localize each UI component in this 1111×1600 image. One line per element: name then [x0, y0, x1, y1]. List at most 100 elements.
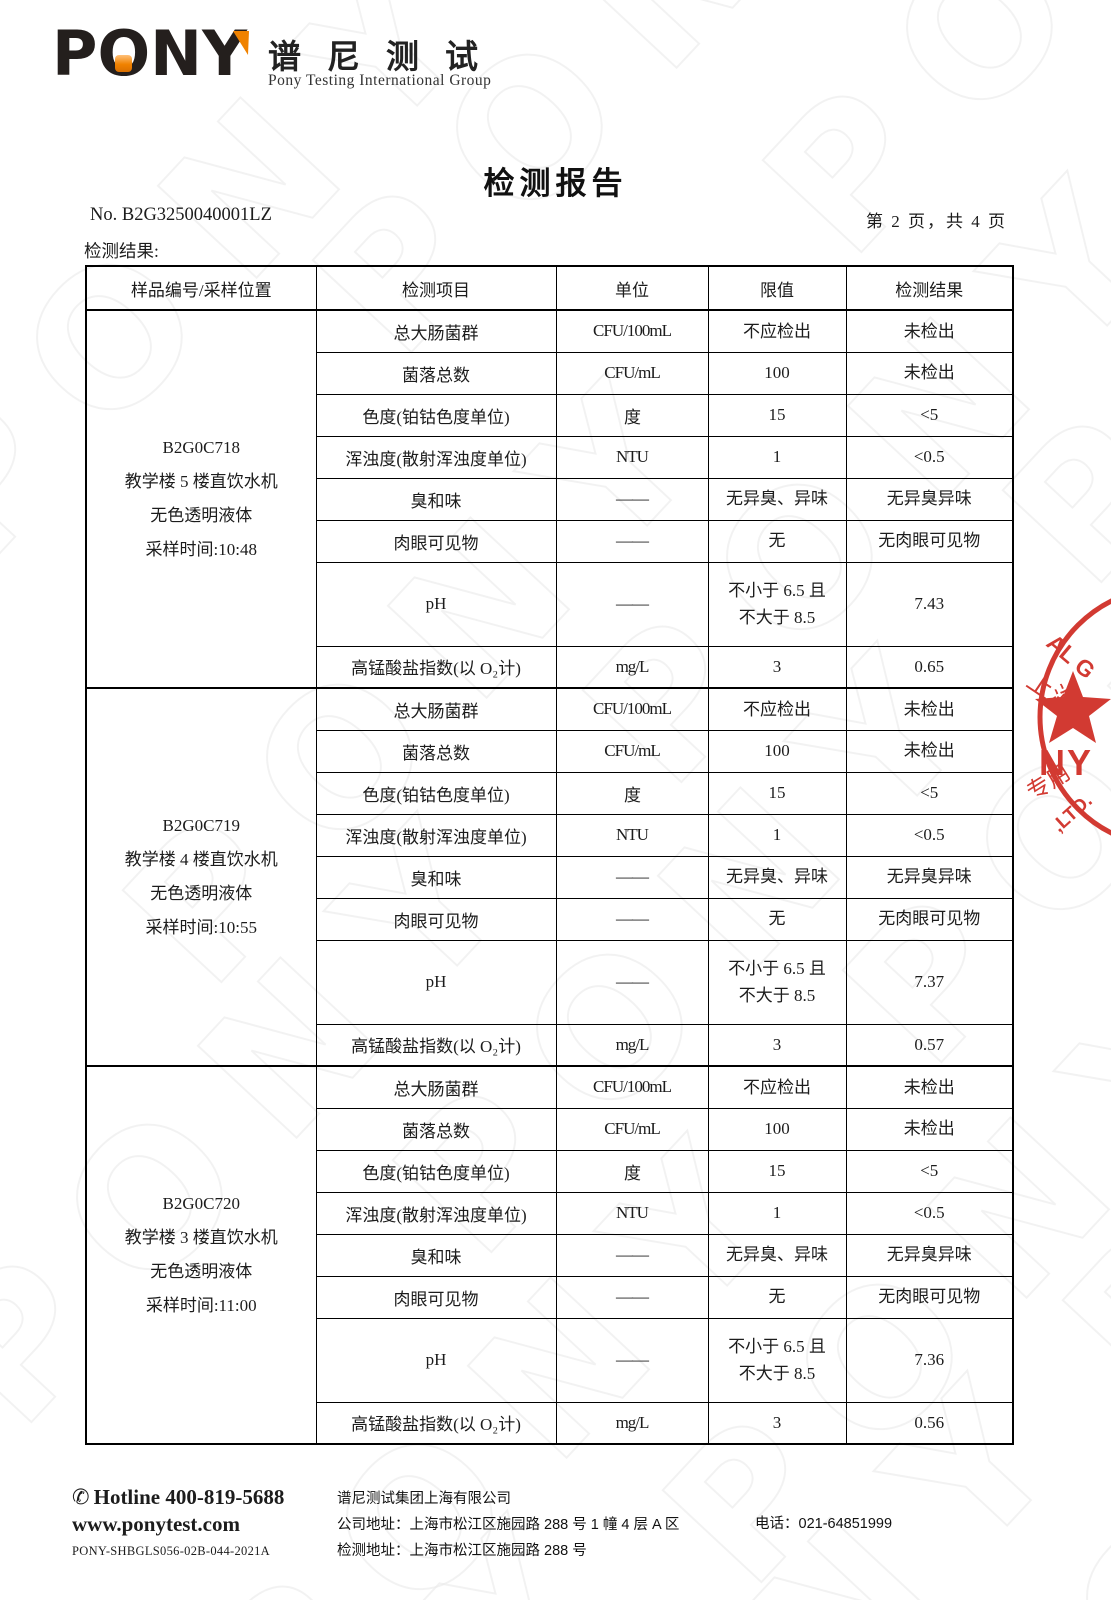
logo-letter-y: Y [202, 17, 249, 90]
cell-unit: mg/L [555, 645, 709, 689]
company-seal-stamp: AL G 上海 NY 专用 ,LTD. [1022, 598, 1111, 837]
cell-item: 肉眼可见物 [315, 519, 557, 563]
cell-item: pH [315, 561, 557, 647]
table-row: B2G0C719 教学楼 4 楼直饮水机 无色透明液体 采样时间:10:55 总大肠菌群… [85, 687, 1014, 1067]
report-number: No. B2G3250040001LZ [90, 205, 272, 225]
table-row: 色度(铂钴色度单位) 度 15 <5 [86, 393, 1014, 437]
cell-limit: 不小于 6.5 且 不大于 8.5 [707, 561, 847, 647]
cell-limit: 1 [707, 435, 847, 479]
cell-unit: 度 [555, 393, 709, 437]
cell-result: 无异臭异味 [845, 477, 1014, 521]
cell-limit: 无异臭、异味 [707, 1233, 847, 1277]
brand-name-cn: 谱尼测试 [268, 38, 504, 75]
sample-info-line: 采样时间:11:00 [145, 1296, 257, 1315]
cell-unit: mg/L [555, 1023, 709, 1067]
cell-item: 总大肠菌群 [315, 309, 557, 353]
cell-limit: 不小于 6.5 且 不大于 8.5 [707, 939, 847, 1025]
document-code: PONY-SHBGLS056-02B-044-2021A [72, 1544, 270, 1558]
page-title: 检测报告 [483, 166, 628, 201]
cell-item: 浑浊度(散射浑浊度单位) [315, 813, 557, 857]
cell-item: 菌落总数 [315, 729, 557, 773]
cell-limit: 3 [707, 1023, 847, 1067]
cell-result: 无异臭异味 [845, 1233, 1014, 1277]
results-label: 检测结果: [84, 241, 159, 261]
cell-unit: CFU/mL [555, 1107, 709, 1151]
cell-unit: —— [555, 1233, 709, 1277]
cell-limit: 1 [707, 1191, 847, 1235]
col-header-limit: 限值 [707, 265, 847, 311]
sample-info-line: 教学楼 4 楼直饮水机 [124, 850, 278, 869]
sample-info-cell: B2G0C720 教学楼 3 楼直饮水机 无色透明液体 采样时间:11:00 [85, 1065, 317, 1445]
cell-item: 色度(铂钴色度单位) [315, 393, 557, 437]
cell-limit: 不应检出 [707, 1065, 847, 1109]
website-link[interactable]: www.ponytest.com [72, 1512, 240, 1536]
results-table: 样品编号/采样位置 检测项目 单位 限值 检测结果 B2G0C718 教学楼 5 … [85, 265, 1014, 1445]
table-row: 菌落总数 CFU/mL 100 未检出 [86, 729, 1014, 773]
sample-info-cell: B2G0C719 教学楼 4 楼直饮水机 无色透明液体 采样时间:10:55 [85, 687, 317, 1067]
sample-info-line: 无色透明液体 [150, 1262, 253, 1281]
cell-result: 0.56 [845, 1401, 1014, 1445]
cell-item: 菌落总数 [315, 351, 557, 395]
cell-limit: 无 [707, 897, 847, 941]
cell-limit: 15 [707, 393, 847, 437]
cell-limit: 100 [707, 1107, 847, 1151]
cell-item: pH [315, 1317, 557, 1403]
cell-unit: —— [555, 1275, 709, 1319]
cell-result: 未检出 [845, 1065, 1014, 1109]
logo-y-triangle-icon [232, 31, 249, 55]
sample-info-line: 采样时间:10:55 [145, 918, 257, 937]
stamp-star-icon [1035, 671, 1111, 743]
cell-limit: 100 [707, 729, 847, 773]
cell-result: 7.37 [845, 939, 1014, 1025]
cell-result: 无肉眼可见物 [845, 897, 1014, 941]
cell-result: 0.65 [845, 645, 1014, 689]
cell-item: 浑浊度(散射浑浊度单位) [315, 435, 557, 479]
table-row: 菌落总数 CFU/mL 100 未检出 [86, 351, 1014, 395]
table-row: 肉眼可见物 —— 无无肉眼可见物 [86, 519, 1014, 563]
cell-item: 总大肠菌群 [315, 1065, 557, 1109]
cell-item: 肉眼可见物 [315, 1275, 557, 1319]
cell-unit: NTU [555, 435, 709, 479]
cell-result: 无肉眼可见物 [845, 1275, 1014, 1319]
table-row: 浑浊度(散射浑浊度单位) NTU 1 <0.5 [86, 435, 1014, 479]
table-row: 臭和味 —— 无异臭、异味 无异臭异味 [86, 855, 1014, 899]
cell-unit: mg/L [555, 1401, 709, 1445]
table-row: 臭和味 —— 无异臭、异味 无异臭异味 [86, 1233, 1014, 1277]
cell-unit: CFU/mL [555, 351, 709, 395]
cell-unit: —— [555, 477, 709, 521]
cell-result: 无异臭异味 [845, 855, 1014, 899]
cell-unit: —— [555, 855, 709, 899]
col-header-item: 检测项目 [315, 265, 557, 311]
cell-limit: 3 [707, 645, 847, 689]
col-header-sample: 样品编号/采样位置 [85, 265, 317, 311]
sample-info-line: 无色透明液体 [150, 884, 253, 903]
cell-item: 肉眼可见物 [315, 897, 557, 941]
cell-limit: 1 [707, 813, 847, 857]
cell-unit: 度 [555, 1149, 709, 1193]
cell-unit: —— [555, 561, 709, 647]
cell-item: 高锰酸盐指数(以 O₂计) [315, 1023, 557, 1067]
cell-result: 7.43 [845, 561, 1014, 647]
cell-item: 色度(铂钴色度单位) [315, 771, 557, 815]
cell-item: 臭和味 [315, 855, 557, 899]
cell-result: <5 [845, 393, 1014, 437]
col-header-unit: 单位 [555, 265, 709, 311]
page-indicator: 第 2 页，共 4 页 [866, 212, 1007, 231]
sample-info-line: B2G0C719 [162, 816, 240, 835]
cell-item: 臭和味 [315, 1233, 557, 1277]
cell-unit: —— [555, 519, 709, 563]
table-row: B2G0C718 教学楼 5 楼直饮水机 无色透明液体 采样时间:10:48 总大肠菌群… [85, 309, 1014, 689]
cell-item: 总大肠菌群 [315, 687, 557, 731]
sample-info-cell: B2G0C718 教学楼 5 楼直饮水机 无色透明液体 采样时间:10:48 [85, 309, 317, 689]
company-address: 公司地址：上海市松江区施园路 288 号 1 幢 4 层 A 区 [337, 1517, 680, 1533]
phone-number: 电话：021-64851999 [755, 1516, 893, 1532]
cell-result: <5 [845, 771, 1014, 815]
cell-item: 菌落总数 [315, 1107, 557, 1151]
sample-info-line: 采样时间:10:48 [145, 540, 257, 559]
cell-limit: 无异臭、异味 [707, 477, 847, 521]
cell-limit: 3 [707, 1401, 847, 1445]
table-row: 肉眼可见物 —— 无无肉眼可见物 [86, 1275, 1014, 1319]
cell-unit: CFU/100mL [555, 309, 709, 353]
table-row: pH —— 不小于 6.5 且 不大于 8.5 7.37 [86, 939, 1014, 1025]
pony-watermark-text: PONY [723, 0, 1111, 296]
